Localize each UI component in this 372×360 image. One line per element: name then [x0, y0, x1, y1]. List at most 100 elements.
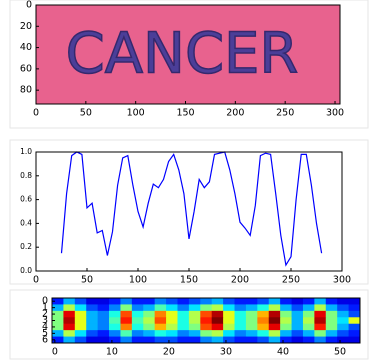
x-tick-label: 250: [282, 275, 300, 286]
y-tick-label: 40: [20, 42, 32, 53]
heat-cell: [268, 336, 281, 344]
heat-cell: [120, 317, 133, 325]
heat-cell: [200, 330, 213, 337]
x-tick-label: 200: [226, 108, 244, 119]
heat-cell: [325, 304, 338, 312]
heat-cell: [337, 317, 349, 325]
heat-cell: [188, 310, 201, 318]
heat-cell: [291, 310, 304, 318]
heat-cell: [200, 323, 213, 331]
heat-cell: [120, 330, 133, 337]
heat-cell: [337, 323, 349, 331]
heat-cell: [109, 323, 121, 331]
heat-cell: [245, 304, 258, 312]
heat-cell: [143, 298, 156, 305]
heat-cell: [291, 323, 304, 331]
heat-cell: [257, 336, 270, 344]
heat-cell: [302, 298, 315, 305]
heat-cell: [223, 336, 235, 344]
heat-cell: [314, 323, 327, 331]
heat-cell: [348, 317, 361, 325]
x-tick-label: 0: [33, 108, 39, 119]
heat-cell: [52, 330, 64, 337]
heat-cell: [131, 298, 144, 305]
heat-cell: [63, 330, 76, 337]
x-tick-label: 50: [81, 275, 93, 286]
heat-cell: [200, 310, 213, 318]
heat-cell: [154, 304, 167, 312]
heat-cell: [325, 298, 338, 305]
y-tick-label: 1.0: [20, 147, 32, 156]
heat-cell: [280, 298, 292, 305]
y-tick-label: 0.4: [20, 218, 32, 227]
y-tick-label: 4: [42, 321, 48, 332]
x-tick-label: 200: [231, 275, 249, 286]
heat-cell: [97, 330, 110, 337]
heat-cell: [257, 298, 270, 305]
heat-cell: [166, 330, 178, 337]
heat-cell: [109, 298, 121, 305]
heat-cell: [337, 298, 349, 305]
heat-cell: [337, 330, 349, 337]
heat-cell: [166, 298, 178, 305]
heat-cell: [86, 304, 99, 312]
heat-cell: [257, 323, 270, 331]
heat-cell: [86, 330, 99, 337]
heat-cell: [325, 323, 338, 331]
heat-cell: [97, 304, 110, 312]
heat-cell: [166, 304, 178, 312]
y-tick-label: 0.6: [20, 195, 32, 204]
heat-cell: [63, 310, 76, 318]
heat-cell: [257, 304, 270, 312]
heat-cell: [234, 330, 247, 337]
y-tick-label: 1: [42, 302, 48, 313]
heat-cell: [154, 336, 167, 344]
y-tick-label: 60: [20, 63, 32, 74]
heat-cell: [52, 317, 64, 325]
heat-cell: [143, 330, 156, 337]
heat-cell: [348, 310, 361, 318]
image: [36, 5, 340, 104]
heat-cell: [143, 336, 156, 344]
heat-cell: [280, 323, 292, 331]
panel-frame: [9, 139, 369, 285]
heat-cell: [177, 336, 190, 344]
heat-cell: [325, 330, 338, 337]
heat-cell: [52, 336, 64, 344]
axes-frame: [35, 151, 343, 272]
heat-cell: [143, 310, 156, 318]
heat-cell: [337, 310, 349, 318]
heat-cell: [234, 298, 247, 305]
heat-cell: [63, 317, 76, 325]
heat-cell: [166, 323, 178, 331]
heat-cell: [280, 310, 292, 318]
heat-cell: [302, 317, 315, 325]
heat-cell: [302, 323, 315, 331]
heat-cell: [337, 304, 349, 312]
heat-cell: [86, 317, 99, 325]
heat-cell: [302, 336, 315, 344]
heat-cell: [245, 310, 258, 318]
heat-cell: [109, 330, 121, 337]
y-tick-label: 0.8: [20, 171, 32, 180]
heat-cell: [63, 336, 76, 344]
heat-cell: [234, 336, 247, 344]
y-tick-label: 80: [20, 85, 32, 96]
heat-cell: [211, 310, 224, 318]
heat-cell: [200, 298, 213, 305]
x-tick-label: 30: [220, 347, 232, 358]
heat-cell: [154, 323, 167, 331]
heat-cell: [291, 304, 304, 312]
panel-frame: [9, 289, 369, 360]
x-tick-label: 10: [106, 347, 118, 358]
heat-cell: [268, 317, 281, 325]
image-text: CANCER: [66, 22, 299, 87]
line-series: [60, 151, 323, 267]
heat-cell: [74, 310, 87, 318]
heat-cell: [325, 310, 338, 318]
heat-cell: [245, 336, 258, 344]
heat-cell: [177, 304, 190, 312]
heat-cell: [245, 298, 258, 305]
heat-cell: [223, 304, 235, 312]
